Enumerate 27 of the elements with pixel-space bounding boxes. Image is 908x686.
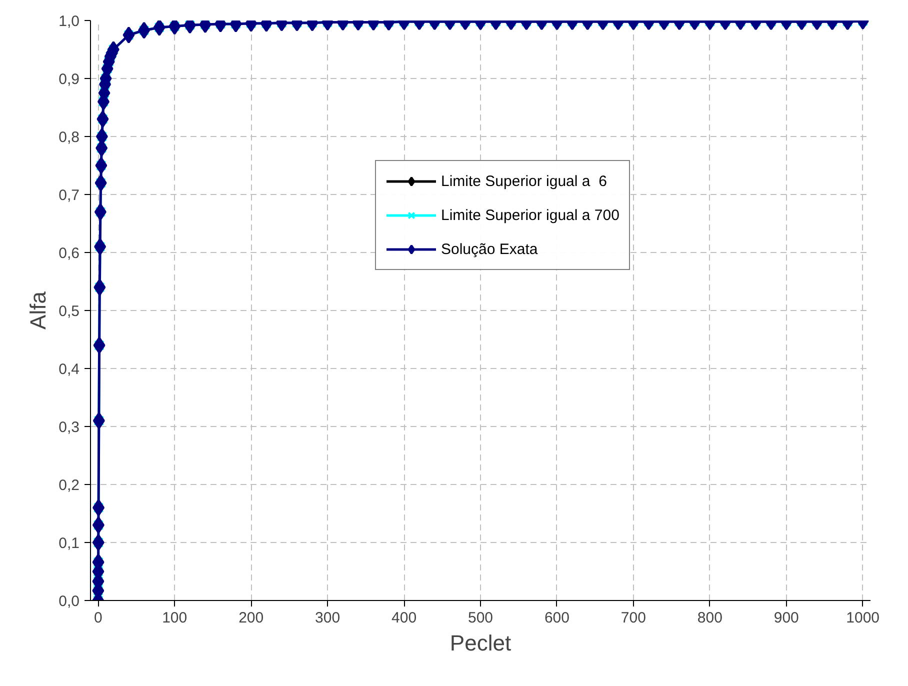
y-tick-label: 0,6 [58,245,80,262]
y-tick-label: 1,0 [58,13,80,30]
y-axis-title: Alfa [26,290,51,330]
x-tick-label: 900 [774,610,799,626]
x-tick-label: 1000 [846,610,880,626]
y-tick-label: 0,8 [58,129,80,146]
y-tick-label: 0,2 [58,477,80,494]
y-tick-label: 0,1 [58,535,80,552]
legend-label: Limite Superior igual a 6 [441,172,607,190]
legend-label: Limite Superior igual a 700 [441,206,620,224]
y-tick-label: 0,7 [58,187,80,204]
x-tick-label: 400 [392,610,417,626]
y-tick-label: 0,3 [58,419,80,436]
x-tick-label: 600 [544,610,570,626]
x-tick-label: 0 [94,610,102,626]
x-tick-label: 800 [697,610,722,626]
x-tick-label: 300 [315,610,340,626]
y-tick-label: 0,4 [58,361,80,378]
x-tick-label: 700 [620,610,646,626]
legend-label: Solução Exata [441,240,538,258]
y-tick-label: 0,0 [58,593,80,610]
y-tick-label: 0,5 [58,303,80,320]
x-tick-label: 200 [238,610,264,626]
x-axis-title: Peclet [450,630,512,656]
y-tick-label: 0,9 [58,71,80,88]
x-tick-label: 100 [162,610,188,626]
x-tick-label: 500 [468,610,494,626]
